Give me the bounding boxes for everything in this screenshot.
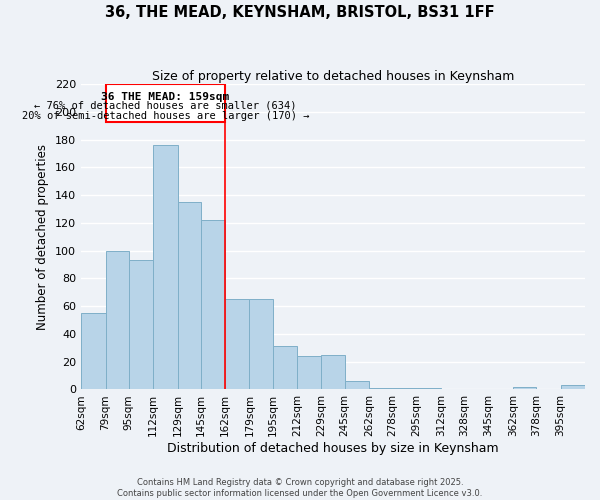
Bar (225, 300, 250, 390)
X-axis label: Distribution of detached houses by size in Keynsham: Distribution of detached houses by size … (167, 442, 499, 455)
Bar (392, 388, 416, 390)
Bar (81, 313, 106, 390)
Text: ← 76% of detached houses are smaller (634): ← 76% of detached houses are smaller (63… (34, 101, 296, 111)
Text: 20% of semi-detached houses are larger (170) →: 20% of semi-detached houses are larger (… (22, 110, 309, 120)
Y-axis label: Number of detached properties: Number of detached properties (37, 144, 49, 330)
Bar (416, 388, 441, 390)
Bar (106, 84, 225, 122)
Bar (322, 355, 344, 390)
Text: Contains HM Land Registry data © Crown copyright and database right 2025.
Contai: Contains HM Land Registry data © Crown c… (118, 478, 482, 498)
Bar (200, 220, 225, 390)
Bar (369, 388, 392, 390)
Bar (106, 250, 128, 390)
Text: 36 THE MEAD: 159sqm: 36 THE MEAD: 159sqm (101, 92, 229, 102)
Bar (250, 300, 272, 390)
Bar (128, 260, 153, 390)
Bar (344, 381, 369, 390)
Title: Size of property relative to detached houses in Keynsham: Size of property relative to detached ho… (152, 70, 514, 83)
Bar (272, 346, 297, 390)
Bar (513, 386, 536, 390)
Bar (153, 145, 178, 390)
Bar (297, 356, 322, 390)
Text: 36, THE MEAD, KEYNSHAM, BRISTOL, BS31 1FF: 36, THE MEAD, KEYNSHAM, BRISTOL, BS31 1F… (105, 5, 495, 20)
Bar (560, 386, 585, 390)
Bar (178, 202, 200, 390)
